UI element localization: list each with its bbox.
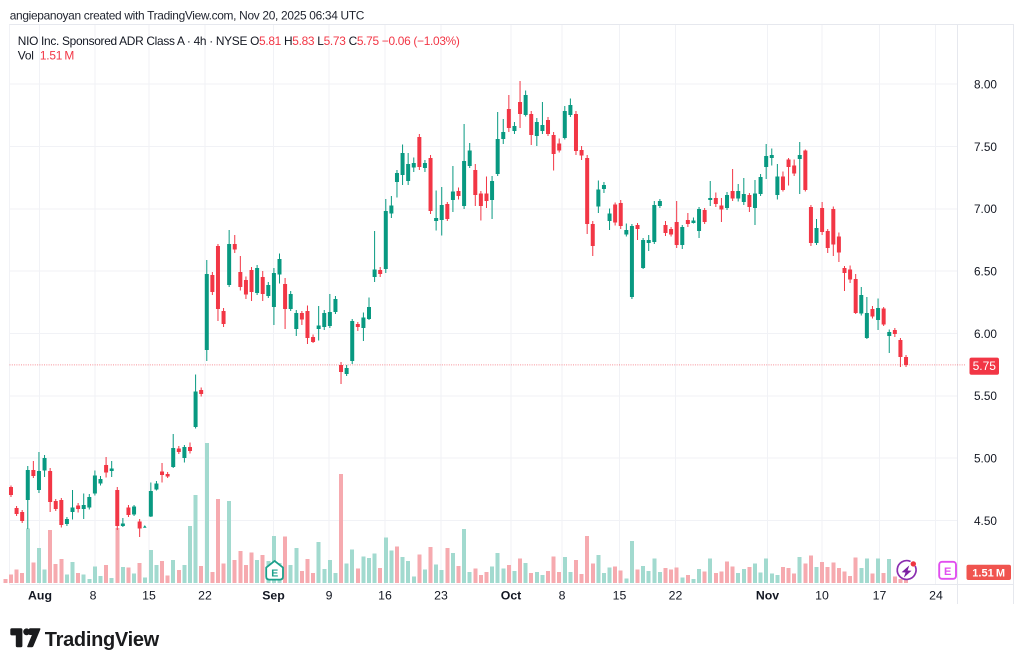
svg-text:6.50: 6.50 — [974, 265, 997, 279]
svg-text:Oct: Oct — [501, 589, 522, 603]
svg-text:10: 10 — [815, 589, 829, 603]
svg-text:5.75: 5.75 — [973, 359, 997, 373]
svg-text:NIO Inc. Sponsored ADR Class A: NIO Inc. Sponsored ADR Class A · 4h · NY… — [18, 34, 460, 48]
svg-text:8: 8 — [559, 589, 566, 603]
svg-text:23: 23 — [434, 589, 448, 603]
svg-text:E: E — [944, 566, 951, 578]
svg-text:5.00: 5.00 — [974, 452, 997, 466]
svg-text:Nov: Nov — [756, 589, 779, 603]
svg-text:15: 15 — [142, 589, 156, 603]
svg-text:7.50: 7.50 — [974, 140, 997, 154]
svg-text:22: 22 — [669, 589, 683, 603]
svg-text:9: 9 — [326, 589, 333, 603]
svg-text:Vol 1.51 M: Vol 1.51 M — [18, 49, 74, 63]
svg-text:22: 22 — [198, 589, 212, 603]
svg-text:TradingView: TradingView — [45, 629, 160, 651]
svg-text:E: E — [271, 567, 278, 579]
svg-text:15: 15 — [613, 589, 627, 603]
svg-text:7.00: 7.00 — [974, 202, 997, 216]
svg-text:16: 16 — [378, 589, 392, 603]
svg-text:4.50: 4.50 — [974, 514, 997, 528]
svg-text:17: 17 — [873, 589, 887, 603]
svg-text:Aug: Aug — [28, 589, 52, 603]
svg-text:8.00: 8.00 — [974, 78, 997, 92]
svg-text:Sep: Sep — [262, 589, 285, 603]
svg-text:5.50: 5.50 — [974, 389, 997, 403]
svg-text:24: 24 — [929, 589, 943, 603]
svg-text:8: 8 — [90, 589, 97, 603]
svg-text:angiepanoyan created with Trad: angiepanoyan created with TradingView.co… — [10, 8, 365, 22]
svg-text:1.51 M: 1.51 M — [972, 568, 1005, 580]
svg-text:6.00: 6.00 — [974, 327, 997, 341]
